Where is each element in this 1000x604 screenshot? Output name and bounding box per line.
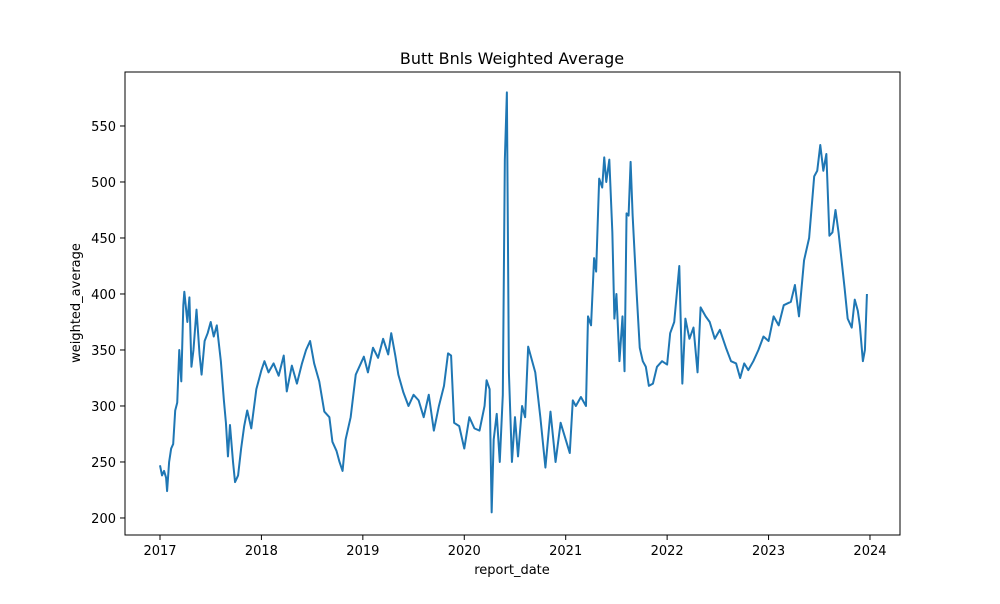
y-tick-label: 250: [91, 456, 116, 471]
x-axis-label: report_date: [474, 563, 550, 578]
y-tick-label: 350: [91, 344, 116, 359]
x-tick-label: 2021: [549, 544, 582, 559]
x-tick-label: 2022: [651, 544, 684, 559]
y-tick-label: 500: [91, 176, 116, 191]
x-tick-label: 2017: [143, 544, 176, 559]
y-tick-label: 450: [91, 232, 116, 247]
x-tick-label: 2018: [245, 544, 278, 559]
x-tick-label: 2020: [448, 544, 481, 559]
chart-title: Butt Bnls Weighted Average: [400, 49, 624, 68]
data-line: [159, 91, 868, 514]
y-tick-label: 400: [91, 288, 116, 303]
y-axis-label: weighted_average: [69, 243, 84, 363]
x-tick-label: 2023: [752, 544, 785, 559]
y-tick-label: 550: [91, 120, 116, 135]
y-tick-label: 300: [91, 400, 116, 415]
x-tick-label: 2024: [853, 544, 886, 559]
y-tick-label: 200: [91, 512, 116, 527]
x-tick-label: 2019: [346, 544, 379, 559]
plot-frame: [124, 71, 901, 536]
